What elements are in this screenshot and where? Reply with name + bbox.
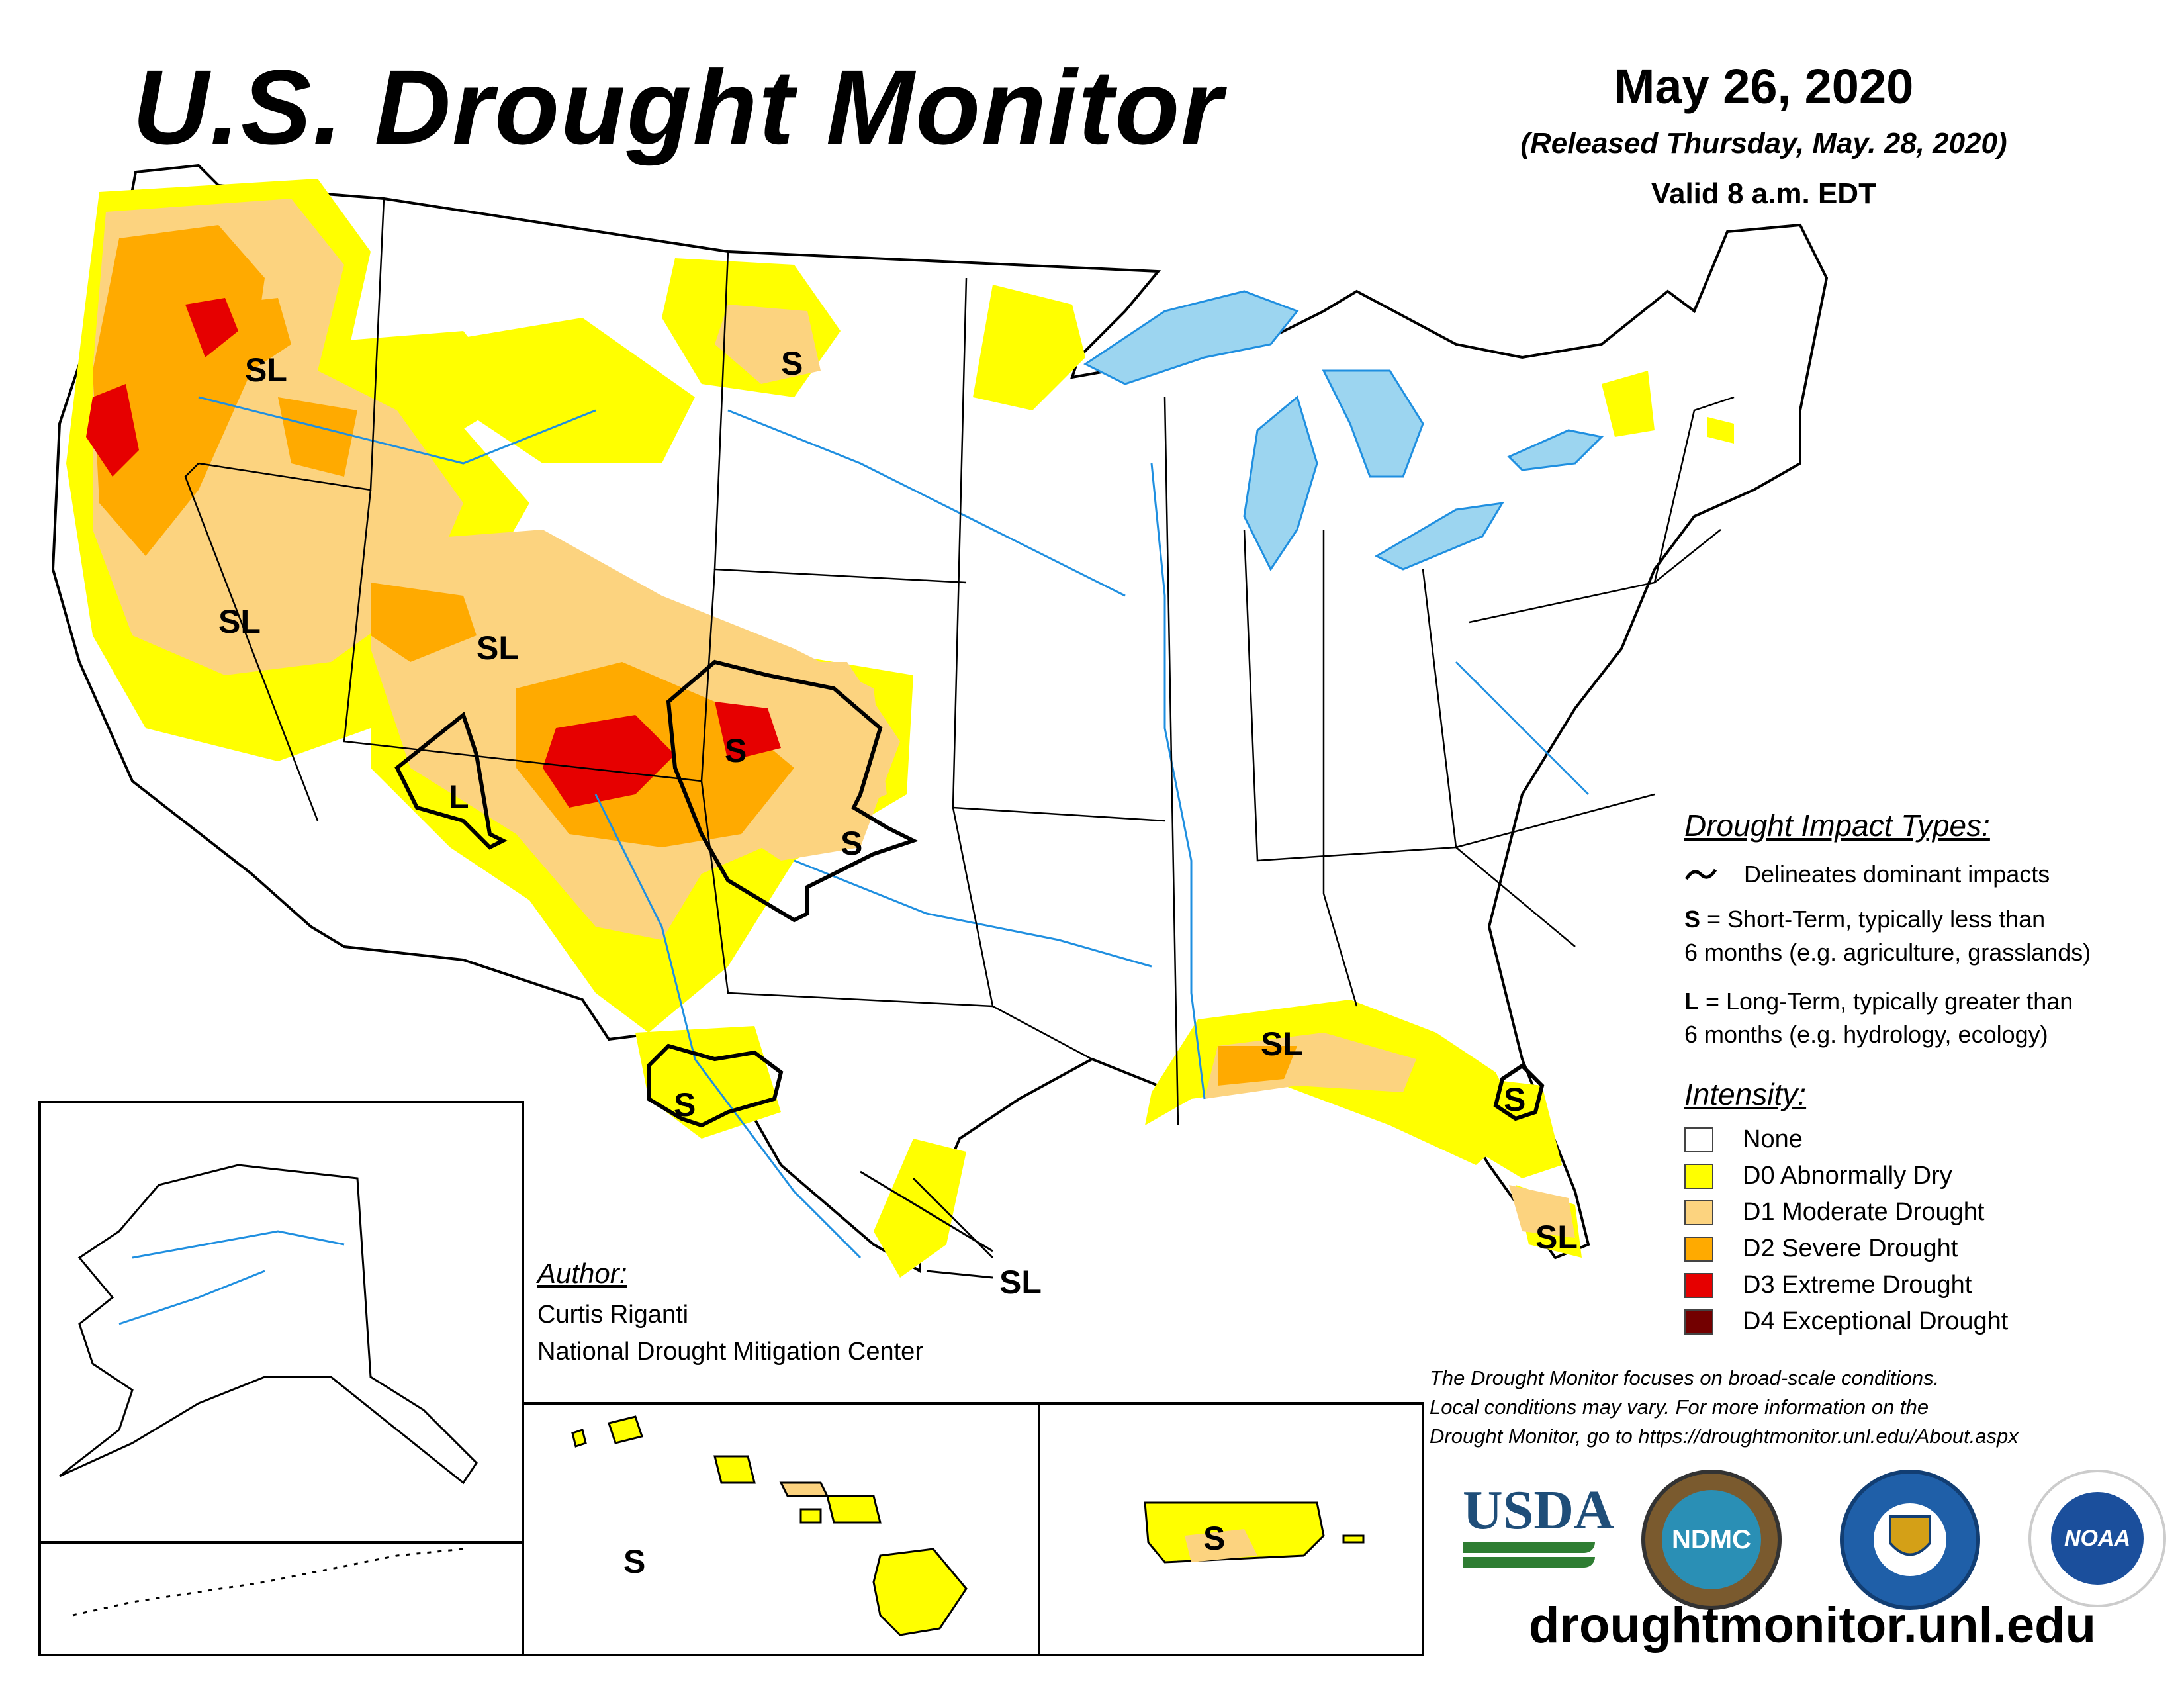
hawaii-inset-frame <box>522 1402 1040 1656</box>
tilde-line-icon <box>1684 868 1717 880</box>
eagle-shield-icon <box>1874 1503 1946 1576</box>
doc-seal-logo[interactable] <box>1840 1470 1980 1610</box>
intensity-label: D4 Exceptional Drought <box>1743 1307 2009 1335</box>
swatch-d0 <box>1684 1163 1713 1189</box>
intensity-label: D3 Extreme Drought <box>1743 1271 1972 1299</box>
label-hawaii-s: S <box>623 1543 646 1580</box>
long-term-desc-2: 6 months (e.g. hydrology, ecology) <box>1684 1021 2048 1048</box>
intensity-row: D1 Moderate Drought <box>1684 1194 2174 1231</box>
intensity-row: D2 Severe Drought <box>1684 1231 2174 1267</box>
delineates-label: Delineates dominant impacts <box>1744 861 2050 888</box>
impact-legend-title: Drought Impact Types: <box>1684 808 1990 843</box>
state-borders <box>184 198 1735 1126</box>
noaa-logo[interactable]: NOAA <box>2028 1470 2166 1607</box>
intensity-row: D0 Abnormally Dry <box>1684 1158 2174 1194</box>
impact-types-legend: Drought Impact Types: Delineates dominan… <box>1684 808 2174 1340</box>
intensity-row: None <box>1684 1121 2174 1158</box>
label-oklahoma-s: S <box>841 825 863 862</box>
puerto-rico-shape <box>1144 1501 1365 1564</box>
intensity-label: D2 Severe Drought <box>1743 1235 1958 1262</box>
d3-extreme-drought-zones <box>86 298 781 808</box>
short-term-desc-2: 6 months (e.g. agriculture, grasslands) <box>1684 939 2091 966</box>
shield-icon <box>1889 1515 1931 1556</box>
valid-time: Valid 8 a.m. EDT <box>1651 177 1876 210</box>
author-block: Author: Curtis Riganti National Drought … <box>537 1258 923 1370</box>
intensity-row: D3 Extreme Drought <box>1684 1267 2174 1303</box>
ndmc-logo-text: NDMC <box>1662 1490 1761 1589</box>
short-term-key: S <box>1684 906 1701 933</box>
author-title: Author: <box>537 1258 627 1289</box>
label-texas-s: S <box>674 1086 696 1123</box>
intensity-label: D0 Abnormally Dry <box>1743 1162 1952 1190</box>
hawaii-islands <box>571 1415 968 1636</box>
label-oregon-sl: SL <box>245 352 287 389</box>
label-north-dakota-s: S <box>781 345 803 382</box>
ndmc-logo[interactable]: NDMC <box>1641 1470 1782 1610</box>
author-org: National Drought Mitigation Center <box>537 1338 923 1366</box>
author-name: Curtis Riganti <box>537 1301 689 1329</box>
long-term-key: L <box>1684 988 1699 1015</box>
disclaimer: The Drought Monitor focuses on broad-sca… <box>1430 1364 2171 1451</box>
delineates-row: Delineates dominant impacts <box>1684 858 2174 891</box>
label-nevada-sl: SL <box>218 603 261 640</box>
label-colorado-s: S <box>725 732 747 769</box>
map-date: May 26, 2020 <box>1614 59 1914 114</box>
alaska-shape <box>59 1164 478 1617</box>
swatch-none <box>1684 1127 1713 1152</box>
noaa-logo-text: NOAA <box>2051 1492 2144 1585</box>
usda-field-icon <box>1463 1557 1595 1568</box>
label-louisiana-sl: SL <box>1261 1025 1303 1062</box>
intensity-legend: None D0 Abnormally Dry D1 Moderate Droug… <box>1684 1121 2174 1340</box>
intensity-row: D4 Exceptional Drought <box>1684 1303 2174 1340</box>
swatch-d2 <box>1684 1236 1713 1262</box>
short-term-desc-1: = Short-Term, typically less than <box>1700 906 2046 933</box>
intensity-label: D1 Moderate Drought <box>1743 1198 1985 1226</box>
label-utah-sl: SL <box>477 630 519 667</box>
intensity-label: None <box>1743 1125 1803 1153</box>
disclaimer-line-3: Drought Monitor, go to https://droughtmo… <box>1430 1425 2019 1448</box>
website-link[interactable]: droughtmonitor.unl.edu <box>1529 1597 2096 1654</box>
intensity-legend-title: Intensity: <box>1684 1077 1807 1111</box>
label-arizona-l: L <box>449 778 469 816</box>
release-date: (Released Thursday, May. 28, 2020) <box>1520 127 2007 160</box>
usda-logo[interactable]: USDA <box>1463 1479 1614 1575</box>
swatch-d3 <box>1684 1272 1713 1298</box>
impact-outlines <box>394 659 1545 1128</box>
usda-field-icon <box>1463 1542 1595 1553</box>
short-term-row: S = Short-Term, typically less than <box>1684 903 2174 936</box>
map-title: U.S. Drought Monitor <box>132 48 1224 166</box>
label-puerto-rico-s: S <box>1203 1520 1226 1557</box>
disclaimer-line-2: Local conditions may vary. For more info… <box>1430 1395 1929 1419</box>
label-florida-s: S <box>1504 1081 1526 1118</box>
great-lakes <box>1083 290 1604 571</box>
swatch-d4 <box>1684 1309 1713 1335</box>
swatch-d1 <box>1684 1199 1713 1225</box>
usda-logo-text: USDA <box>1463 1479 1614 1541</box>
disclaimer-line-1: The Drought Monitor focuses on broad-sca… <box>1430 1366 1940 1389</box>
long-term-desc-1: = Long-Term, typically greater than <box>1699 988 2073 1015</box>
label-texas-sl: SL <box>999 1264 1042 1301</box>
long-term-row: L = Long-Term, typically greater than <box>1684 985 2174 1018</box>
label-south-florida-sl: SL <box>1535 1219 1578 1256</box>
rivers <box>198 396 1590 1259</box>
